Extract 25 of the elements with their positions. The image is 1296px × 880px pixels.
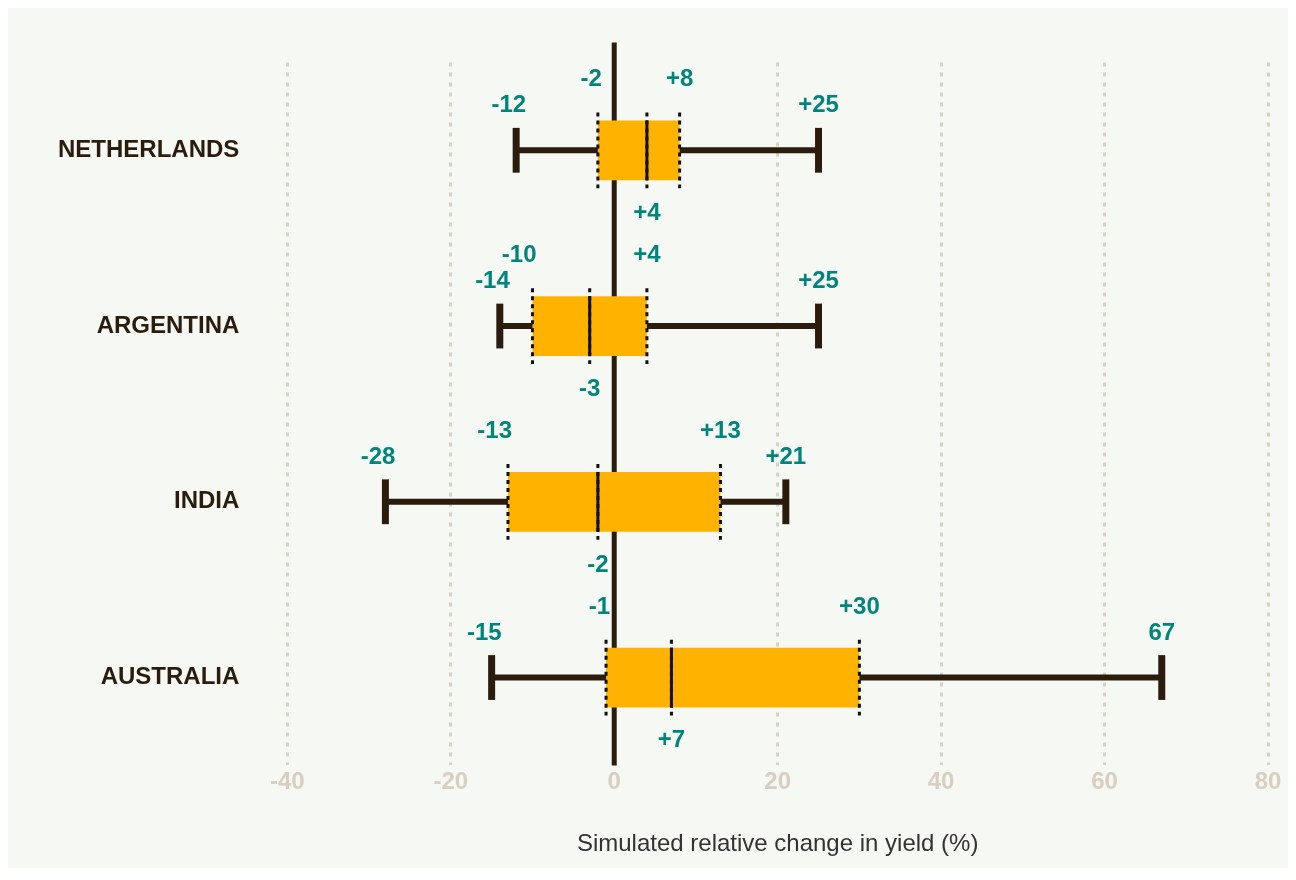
text: +30 (839, 591, 880, 619)
text: -2 (587, 549, 609, 577)
text: -3 (579, 373, 601, 401)
text: -15 (466, 617, 502, 645)
text: -14 (475, 266, 510, 294)
text: -13 (477, 415, 512, 443)
x-axis-title: Simulated relative change in yield (%) (576, 829, 979, 857)
text: +7 (657, 725, 686, 753)
y-tick-label: NETHERLANDS (57, 134, 240, 162)
text: +21 (765, 441, 807, 469)
text: +4 (633, 198, 661, 226)
text: -10 (501, 240, 537, 268)
text: +8 (665, 64, 694, 92)
text: +4 (633, 240, 661, 268)
text: +13 (700, 415, 741, 443)
y-tick-label: INDIA (173, 486, 240, 514)
text: -1 (588, 591, 611, 619)
text: 67 (1148, 617, 1176, 645)
text: -12 (491, 90, 527, 118)
y-tick-label: AUSTRALIA (100, 662, 240, 690)
text: -2 (580, 64, 602, 92)
text: +25 (798, 266, 839, 294)
text: +25 (798, 90, 839, 118)
y-tick-label: ARGENTINA (96, 310, 240, 338)
text: -28 (360, 441, 396, 469)
